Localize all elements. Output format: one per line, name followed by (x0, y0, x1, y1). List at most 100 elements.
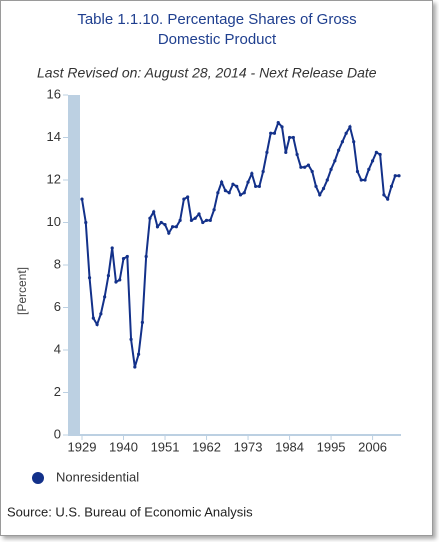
point (204, 218, 209, 222)
point (129, 337, 133, 341)
y-tick-label: 0 (54, 426, 61, 441)
point (306, 163, 311, 167)
point (303, 165, 307, 169)
point (344, 131, 348, 135)
point (363, 178, 367, 182)
x-tick-label: 2006 (358, 439, 387, 454)
subtitle: Last Revised on: August 28, 2014 - Next … (37, 65, 377, 81)
point (253, 184, 258, 188)
point (265, 150, 269, 154)
chart-title-line: Domestic Product (158, 31, 277, 48)
point (378, 152, 382, 157)
point (314, 184, 318, 188)
point (197, 212, 201, 216)
y-tick-label: 4 (54, 341, 61, 356)
point (133, 365, 137, 369)
point (118, 278, 122, 282)
point (201, 220, 205, 225)
x-tick-label: 1962 (192, 439, 221, 454)
point (186, 195, 190, 199)
chart-title-line: Table 1.1.10. Percentage Shares of Gross (77, 11, 356, 28)
point (193, 216, 197, 220)
point (329, 167, 333, 171)
point (170, 225, 175, 229)
y-tick-label: 12 (47, 171, 61, 186)
point (148, 216, 152, 220)
y-tick-label: 10 (47, 214, 61, 229)
point (272, 131, 277, 135)
point (103, 295, 107, 299)
point (223, 189, 228, 193)
point (370, 159, 375, 163)
point (340, 140, 344, 144)
legend-label: Nonresidential (56, 469, 139, 484)
point (386, 197, 390, 201)
x-tick-label: 1929 (68, 439, 97, 454)
point (269, 131, 273, 135)
point (318, 193, 322, 197)
point (99, 312, 103, 316)
point (227, 191, 231, 195)
point (189, 218, 194, 222)
point (325, 178, 329, 182)
point (159, 220, 163, 225)
point (125, 254, 129, 259)
point (144, 254, 148, 259)
y-tick-label: 6 (54, 299, 61, 314)
point (216, 191, 220, 195)
point (242, 191, 246, 195)
point (352, 140, 356, 144)
point (235, 184, 239, 188)
y-tick-label: 16 (47, 86, 61, 101)
point (152, 210, 156, 214)
point (333, 159, 337, 163)
point (367, 167, 371, 171)
y-tick-label: 14 (47, 129, 61, 144)
y-tick-label: 2 (54, 384, 61, 399)
point (220, 180, 224, 184)
point (174, 225, 178, 229)
point (231, 182, 235, 186)
panel: Table 1.1.10. Percentage Shares of Gross… (0, 0, 433, 536)
source: Source: U.S. Bureau of Economic Analysis (7, 504, 253, 519)
point (374, 150, 378, 154)
point (121, 257, 126, 261)
point (155, 225, 160, 229)
point (84, 220, 88, 225)
x-tick-label: 1973 (234, 439, 263, 454)
point (246, 180, 250, 184)
point (397, 174, 401, 178)
point (389, 184, 394, 188)
point (110, 246, 114, 250)
point (163, 223, 167, 227)
point (355, 169, 360, 174)
point (140, 320, 144, 324)
chart: Table 1.1.10. Percentage Shares of Gross… (7, 11, 401, 519)
point (287, 135, 292, 140)
x-tick-label: 1984 (275, 439, 304, 454)
point (250, 172, 254, 176)
point (284, 150, 288, 154)
point (212, 208, 216, 212)
point (208, 218, 212, 222)
point (310, 169, 314, 174)
point (299, 165, 303, 169)
point (87, 276, 92, 280)
point (276, 121, 280, 125)
point (337, 148, 341, 152)
point (178, 218, 182, 222)
y-axis-band (68, 95, 80, 435)
point (95, 322, 99, 327)
x-tick-label: 1995 (317, 439, 346, 454)
point (137, 352, 141, 356)
point (91, 316, 95, 320)
point (106, 274, 111, 278)
point (167, 231, 171, 235)
point (261, 169, 265, 174)
series-line (81, 120, 399, 368)
y-tick-label: 8 (54, 256, 61, 271)
x-tick-label: 1940 (109, 439, 138, 454)
point (238, 193, 243, 197)
point (321, 186, 326, 191)
point (359, 178, 363, 182)
